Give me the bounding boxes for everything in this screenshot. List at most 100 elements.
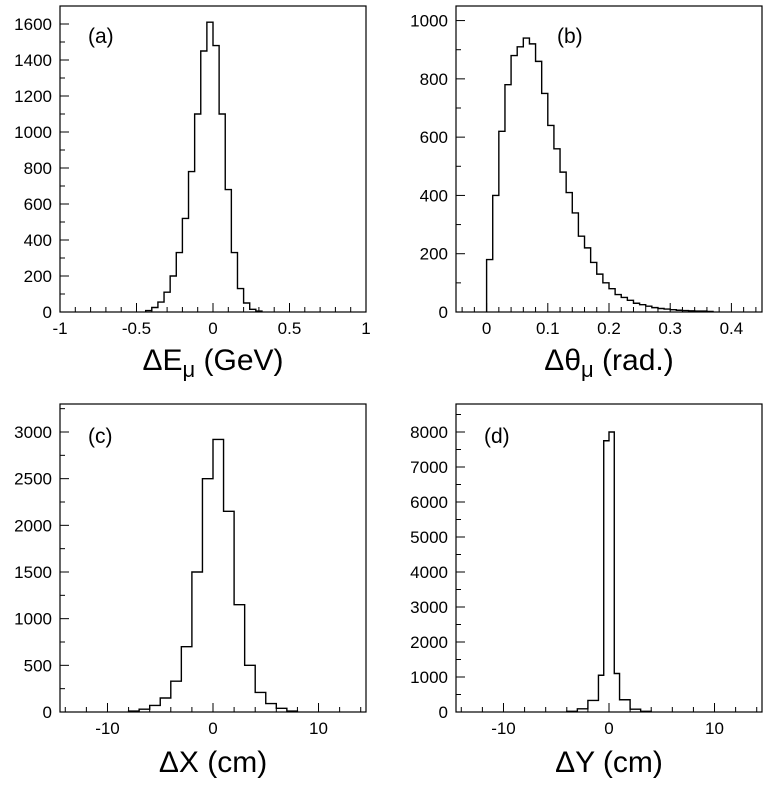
- x-axis-title-unit: (cm): [595, 746, 663, 779]
- histogram-bin: [646, 306, 652, 312]
- x-axis-title: ΔX (cm): [159, 746, 267, 779]
- x-tick-label: 0: [482, 319, 491, 338]
- y-tick-label: 600: [24, 195, 52, 214]
- y-tick-label: 6000: [410, 493, 448, 512]
- histogram-bin: [523, 38, 529, 312]
- histogram-outline: [566, 431, 652, 712]
- panel-tag: (c): [88, 425, 113, 448]
- histogram-bin: [695, 311, 701, 312]
- y-tick-label: 400: [24, 231, 52, 250]
- y-tick-label: 200: [420, 245, 448, 264]
- x-tick-label: 10: [705, 719, 724, 738]
- histogram-bin: [670, 310, 676, 312]
- histogram-bin: [588, 700, 599, 712]
- y-tick-label: 1600: [14, 15, 52, 34]
- histogram-bin: [572, 213, 578, 312]
- x-tick-label: -10: [491, 719, 516, 738]
- histogram-bin: [664, 309, 670, 312]
- histogram-bin: [615, 295, 621, 312]
- histogram-bin: [250, 309, 256, 312]
- y-tick-label: 400: [420, 186, 448, 205]
- y-tick-label: 200: [24, 267, 52, 286]
- histogram-bin: [609, 289, 615, 312]
- histogram-bin: [499, 131, 505, 312]
- histogram-bin: [487, 260, 493, 312]
- y-tick-label: 1000: [14, 610, 52, 629]
- histogram-bin: [604, 441, 609, 712]
- x-tick-label: 10: [309, 719, 328, 738]
- x-axis-title-unit: (GeV): [195, 344, 283, 377]
- x-tick-label: -0.5: [122, 319, 151, 338]
- histogram-bin: [231, 253, 237, 312]
- histogram-bin: [591, 262, 597, 312]
- y-tick-label: 500: [24, 656, 52, 675]
- histogram-bin: [630, 709, 641, 712]
- histogram-bin: [202, 479, 213, 712]
- histogram-bin: [195, 114, 201, 312]
- y-tick-label: 3000: [14, 423, 52, 442]
- x-tick-label: 0: [208, 319, 217, 338]
- histogram-bin: [493, 195, 499, 312]
- histogram-bin: [171, 681, 182, 712]
- histogram-bin: [164, 292, 170, 312]
- histogram-bin: [597, 274, 603, 312]
- histogram-bin: [529, 44, 535, 312]
- histogram-bin: [146, 311, 152, 312]
- y-tick-label: 2000: [410, 633, 448, 652]
- histogram-bin: [620, 700, 631, 712]
- histogram-bin: [652, 308, 658, 312]
- panel-a: -1 -0.5 0 0.5 1 0 200 400 600 800 1000 1200 1400 1600…: [14, 5, 371, 382]
- histogram-bin: [614, 674, 619, 713]
- histogram-bin: [224, 511, 235, 712]
- histogram-bin: [255, 692, 266, 712]
- histogram-bin: [237, 289, 243, 312]
- histogram-bin: [213, 46, 219, 312]
- x-axis-title-main: ΔY: [555, 746, 595, 779]
- histogram-bin: [207, 22, 213, 312]
- histogram-bin: [640, 305, 646, 312]
- histogram-bin: [245, 665, 256, 712]
- x-axis-title-main: ΔX: [159, 746, 199, 779]
- x-axis-title: ΔY (cm): [555, 746, 663, 779]
- panel-c: -10 0 10 0 500 1000 1500 2000 2500 3000 (c) ΔX (cm): [14, 403, 367, 779]
- histogram-bin: [219, 114, 225, 312]
- y-tick-label: 600: [420, 128, 448, 147]
- y-tick-label: 1500: [14, 563, 52, 582]
- y-tick-label: 2000: [14, 516, 52, 535]
- y-tick-label: 800: [420, 70, 448, 89]
- histogram-bin: [182, 218, 188, 312]
- histogram-bin: [621, 297, 627, 312]
- x-tick-label: -10: [95, 719, 120, 738]
- histogram-bin: [225, 190, 231, 312]
- y-tick-label: 3000: [410, 598, 448, 617]
- histogram-bin: [152, 308, 158, 313]
- x-tick-label: 1: [361, 319, 370, 338]
- histogram-bin: [609, 432, 614, 712]
- histogram-bin: [566, 193, 572, 312]
- y-tick-label: 0: [439, 303, 448, 322]
- histogram-bin: [192, 572, 203, 712]
- x-tick-label: -1: [52, 319, 67, 338]
- x-tick-label: 0.3: [658, 319, 682, 338]
- histogram-bin: [536, 61, 542, 312]
- histogram-bin: [129, 711, 140, 712]
- y-tick-label: 1000: [410, 668, 448, 687]
- histogram-bin: [633, 303, 639, 312]
- histogram-bin: [181, 647, 192, 712]
- x-tick-label: 0.2: [597, 319, 621, 338]
- x-tick-label: 0.5: [278, 319, 302, 338]
- histogram-bin: [287, 711, 298, 712]
- histogram-bin: [682, 311, 688, 312]
- y-tick-label: 7000: [410, 458, 448, 477]
- histogram-bin: [505, 85, 511, 312]
- y-tick-label: 0: [43, 303, 52, 322]
- histogram-bin: [560, 172, 566, 312]
- histogram-bin: [189, 172, 195, 312]
- histogram-bin: [567, 711, 578, 712]
- histogram-bin: [578, 236, 584, 312]
- histogram-bin: [689, 311, 695, 312]
- histogram-bin: [256, 311, 262, 312]
- x-tick-label: 0.1: [536, 319, 560, 338]
- histogram-bin: [139, 709, 150, 712]
